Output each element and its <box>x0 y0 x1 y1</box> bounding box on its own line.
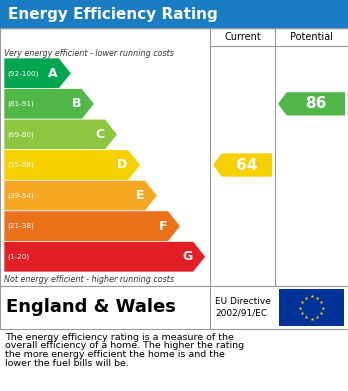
Polygon shape <box>4 180 157 211</box>
Polygon shape <box>213 153 272 177</box>
Text: The energy efficiency rating is a measure of the: The energy efficiency rating is a measur… <box>5 333 234 342</box>
Text: lower the fuel bills will be.: lower the fuel bills will be. <box>5 359 129 368</box>
Text: (39-54): (39-54) <box>7 192 34 199</box>
Text: 86: 86 <box>305 96 326 111</box>
Text: Not energy efficient - higher running costs: Not energy efficient - higher running co… <box>4 274 174 283</box>
Bar <box>279 289 344 326</box>
Text: C: C <box>95 128 104 141</box>
Text: (1-20): (1-20) <box>7 253 29 260</box>
Bar <box>0 286 348 329</box>
Text: Energy Efficiency Rating: Energy Efficiency Rating <box>8 7 218 22</box>
Polygon shape <box>4 241 206 272</box>
Text: E: E <box>136 189 144 202</box>
Polygon shape <box>4 89 94 119</box>
Text: D: D <box>117 158 127 172</box>
Polygon shape <box>4 119 117 150</box>
Text: B: B <box>72 97 81 110</box>
Text: Potential: Potential <box>290 32 333 42</box>
Text: (92-100): (92-100) <box>7 70 38 77</box>
Text: overall efficiency of a home. The higher the rating: overall efficiency of a home. The higher… <box>5 341 244 350</box>
Text: EU Directive
2002/91/EC: EU Directive 2002/91/EC <box>215 297 271 318</box>
Text: (55-68): (55-68) <box>7 162 34 168</box>
Text: F: F <box>159 220 167 233</box>
Text: Current: Current <box>224 32 261 42</box>
Bar <box>0 0 348 28</box>
Text: (69-80): (69-80) <box>7 131 34 138</box>
Text: England & Wales: England & Wales <box>6 298 176 316</box>
Polygon shape <box>278 92 345 115</box>
Text: (81-91): (81-91) <box>7 100 34 107</box>
Polygon shape <box>4 58 71 89</box>
Text: the more energy efficient the home is and the: the more energy efficient the home is an… <box>5 350 225 359</box>
Text: 64: 64 <box>236 158 258 172</box>
Text: Very energy efficient - lower running costs: Very energy efficient - lower running co… <box>4 48 174 57</box>
Polygon shape <box>4 150 141 180</box>
Text: A: A <box>48 67 58 80</box>
Text: (21-38): (21-38) <box>7 223 34 230</box>
Text: G: G <box>182 250 192 263</box>
Bar <box>0 28 348 286</box>
Polygon shape <box>4 211 180 241</box>
